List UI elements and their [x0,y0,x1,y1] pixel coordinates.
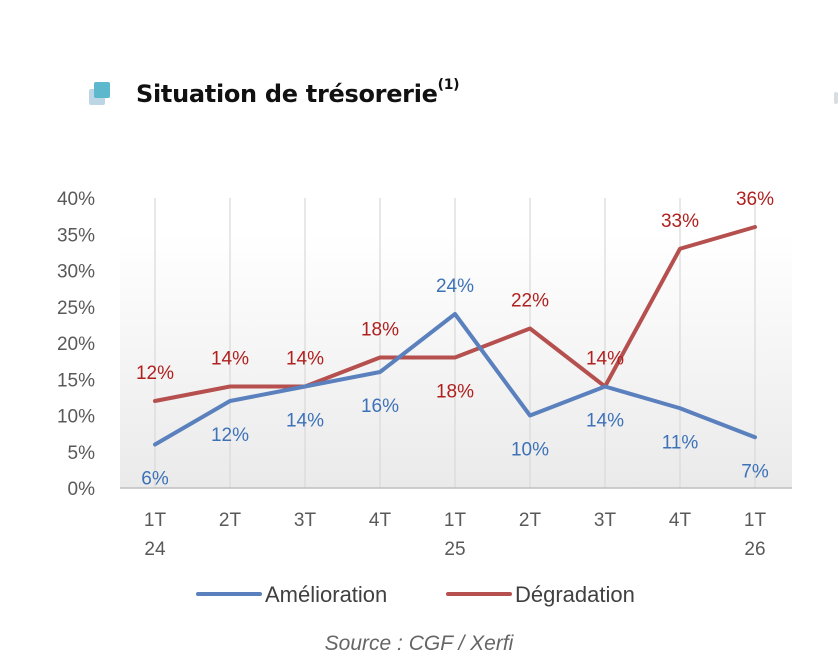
data-label-amelioration: 14% [586,411,624,432]
x-tick-label: 1T [744,510,767,531]
data-label-amelioration: 6% [141,469,169,490]
data-label-amelioration: 24% [436,276,474,297]
data-label-degradation: 14% [211,349,249,370]
data-label-degradation: 14% [286,349,324,370]
x-tick-label: 1T [444,510,467,531]
data-label-amelioration: 12% [211,425,249,446]
x-tick-label: 3T [594,510,617,531]
chart-title-text: Situation de trésorerie [136,80,438,108]
square-bullet-icon-front [94,82,110,98]
x-tick-label: 2T [219,510,242,531]
edge-fragment [834,92,838,104]
y-tick-label: 20% [57,334,95,355]
data-label-amelioration: 14% [286,411,324,432]
data-label-degradation: 33% [661,211,699,232]
x-tick-label: 4T [669,510,692,531]
y-tick-label: 0% [68,479,96,500]
y-tick-label: 30% [57,262,95,283]
y-tick-label: 40% [57,189,95,210]
data-label-degradation: 18% [436,382,474,403]
x-tick-label: 4T [369,510,392,531]
y-tick-label: 5% [68,443,96,464]
data-label-degradation: 22% [511,291,549,312]
data-label-amelioration: 11% [662,432,699,453]
y-tick-label: 15% [57,370,95,391]
data-label-degradation: 12% [136,363,174,384]
x-tick-label: 3T [294,510,317,531]
chart-title: Situation de trésorerie(1) [136,77,460,108]
x-tick-label: 24 [144,539,166,560]
y-tick-label: 25% [57,298,95,319]
legend-label-amelioration: Amélioration [265,582,387,607]
source-note: Source : CGF / Xerfi [324,632,514,655]
x-tick-label: 2T [519,510,542,531]
data-label-degradation: 14% [586,349,624,370]
series-line [153,225,757,403]
x-tick-label: 1T [144,510,167,531]
data-label-amelioration: 10% [511,440,549,461]
y-tick-label: 10% [57,407,95,428]
series-line [153,312,757,447]
data-label-amelioration: 7% [741,461,769,482]
x-tick-label: 25 [444,539,465,560]
x-tick-label: 26 [744,539,765,560]
chart-title-footnote: (1) [437,77,460,93]
legend-label-degradation: Dégradation [515,582,635,607]
data-label-degradation: 36% [736,189,774,210]
data-label-degradation: 18% [361,320,399,341]
data-label-amelioration: 16% [361,396,399,417]
y-tick-label: 35% [57,225,95,246]
